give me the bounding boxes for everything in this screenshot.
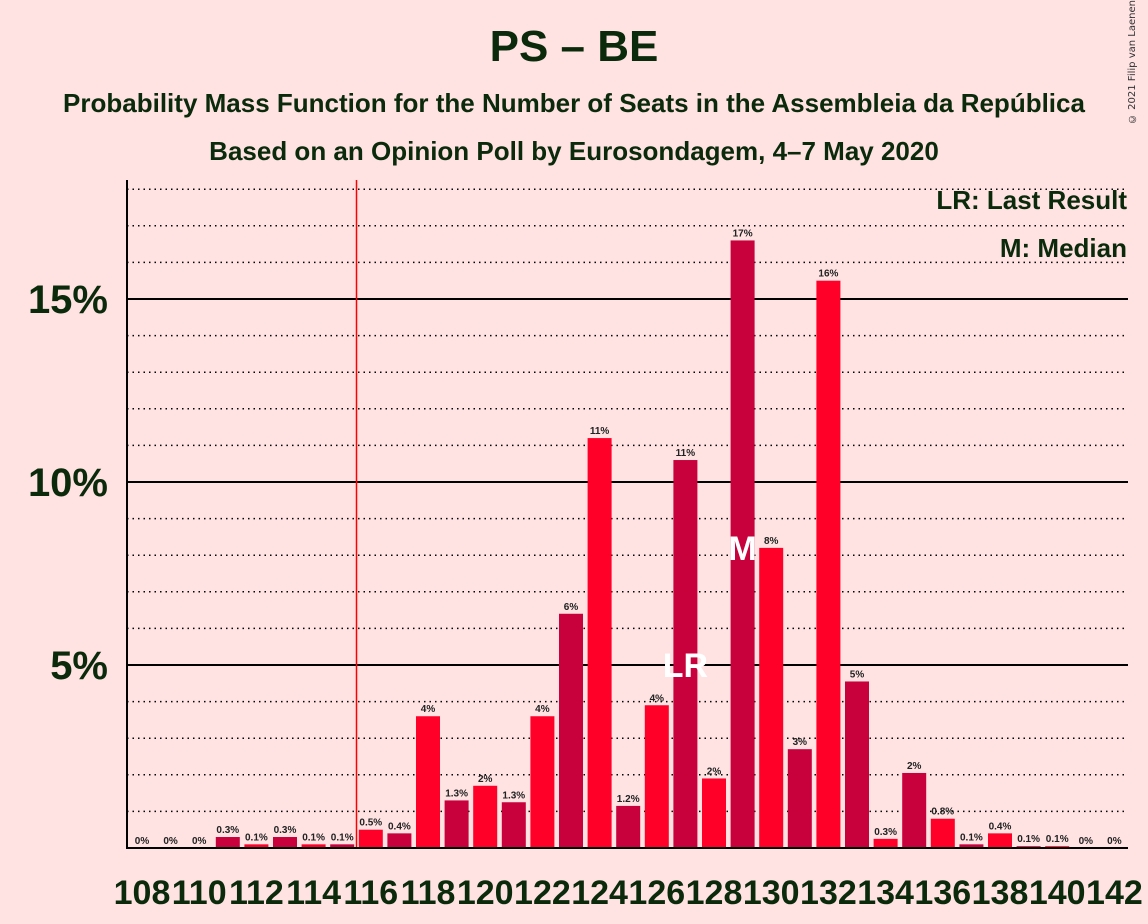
legend-last-result: LR: Last Result — [936, 185, 1127, 215]
bar-value-label: 2% — [478, 774, 493, 785]
chart-subtitle: Probability Mass Function for the Number… — [63, 88, 1085, 118]
bar-value-label: 1.3% — [445, 788, 468, 799]
bar-value-label: 16% — [818, 269, 838, 280]
bar-seat-122 — [530, 716, 555, 848]
x-tick-label: 120 — [457, 874, 514, 912]
bar-seat-113 — [273, 837, 297, 848]
x-tick-label: 118 — [401, 874, 456, 912]
bar-seat-116 — [358, 829, 383, 848]
chart-source: Based on an Opinion Poll by Eurosondagem… — [209, 136, 939, 166]
bar-seat-112 — [244, 844, 269, 848]
bar-seat-133 — [845, 681, 869, 848]
x-tick-label: 116 — [343, 874, 398, 912]
bar-seat-119 — [444, 800, 469, 848]
bar-value-label: 1.2% — [617, 794, 640, 805]
x-tick-label: 134 — [857, 874, 914, 912]
bar-value-label: 0% — [192, 836, 207, 847]
x-tick-label: 126 — [628, 874, 685, 912]
bar-value-label: 0.3% — [216, 825, 239, 836]
bar-seat-134 — [873, 838, 898, 848]
bar-seat-121 — [501, 802, 526, 848]
bar-value-label: 0% — [163, 836, 178, 847]
x-tick-label: 122 — [514, 874, 571, 912]
x-tick-label: 132 — [800, 874, 857, 912]
bar-value-label: 17% — [733, 228, 753, 239]
bar-value-label: 8% — [764, 536, 779, 547]
bar-value-label: 11% — [590, 426, 610, 437]
bar-seat-126 — [644, 705, 669, 848]
bar-value-label: 2% — [707, 766, 722, 777]
bar-seat-128 — [702, 778, 726, 848]
bar-value-label: 0% — [135, 836, 150, 847]
bar-seat-135 — [902, 772, 927, 848]
x-tick-label: 112 — [229, 874, 284, 912]
bar-seat-138 — [988, 833, 1012, 848]
bar-value-label: 0.1% — [302, 832, 325, 843]
bar-value-label: 4% — [421, 704, 436, 715]
x-tick-label: 114 — [286, 874, 341, 912]
bar-seat-136 — [930, 818, 955, 848]
bar-value-label: 0.1% — [960, 832, 983, 843]
bar-value-label: 0.4% — [989, 821, 1012, 832]
bar-seat-115 — [330, 844, 355, 848]
bar-value-label: 0.5% — [359, 818, 382, 829]
bar-value-label: 0% — [1107, 836, 1122, 847]
bar-seat-125 — [616, 805, 641, 848]
bar-seat-127 — [673, 460, 698, 848]
bar-seat-124 — [587, 438, 612, 848]
y-tick-label: 5% — [50, 644, 108, 688]
x-tick-label: 140 — [1029, 874, 1086, 912]
x-tick-label: 110 — [172, 874, 227, 912]
bar-seat-129 — [730, 240, 755, 848]
bar-seat-120 — [473, 785, 498, 848]
x-tick-label: 108 — [114, 874, 171, 912]
x-tick-label: 142 — [1086, 874, 1143, 912]
bar-seat-123 — [559, 613, 583, 848]
median-marker: M — [728, 530, 756, 568]
bar-value-label: 0.3% — [874, 827, 897, 838]
x-tick-label: 128 — [686, 874, 743, 912]
x-tick-label: 130 — [743, 874, 800, 912]
bar-seat-111 — [215, 837, 240, 848]
x-tick-label: 138 — [972, 874, 1029, 912]
bar-value-label: 3% — [793, 737, 808, 748]
bar-value-label: 4% — [535, 704, 550, 715]
bar-value-label: 0.4% — [388, 821, 411, 832]
bar-value-label: 0.1% — [1046, 834, 1069, 845]
x-tick-label: 136 — [914, 874, 971, 912]
legend-median: M: Median — [1000, 233, 1127, 263]
bar-value-label: 5% — [850, 669, 865, 680]
bar-value-label: 0.1% — [331, 832, 354, 843]
y-tick-label: 10% — [28, 461, 108, 505]
x-tick-label: 124 — [571, 874, 628, 912]
bar-value-label: 4% — [650, 693, 665, 704]
chart-title: PS – BE — [489, 22, 659, 71]
bar-seat-132 — [816, 280, 841, 848]
bar-value-label: 0.1% — [1017, 834, 1040, 845]
bar-value-label: 0.3% — [274, 825, 297, 836]
bar-value-label: 0% — [1079, 836, 1094, 847]
bar-value-label: 1.3% — [502, 790, 525, 801]
last-result-marker: LR — [663, 647, 708, 685]
bar-seat-137 — [959, 844, 984, 848]
bar-value-label: 0.1% — [245, 832, 268, 843]
bar-value-label: 6% — [564, 602, 579, 613]
bar-seat-130 — [759, 547, 784, 848]
bar-value-label: 0.8% — [931, 807, 954, 818]
bar-seat-114 — [301, 844, 326, 848]
bar-value-label: 2% — [907, 761, 922, 772]
bar-seat-117 — [387, 833, 412, 848]
bar-value-label: 11% — [676, 448, 696, 459]
y-tick-label: 15% — [28, 278, 108, 322]
bar-seat-118 — [416, 716, 440, 848]
bar-seat-131 — [787, 749, 812, 848]
